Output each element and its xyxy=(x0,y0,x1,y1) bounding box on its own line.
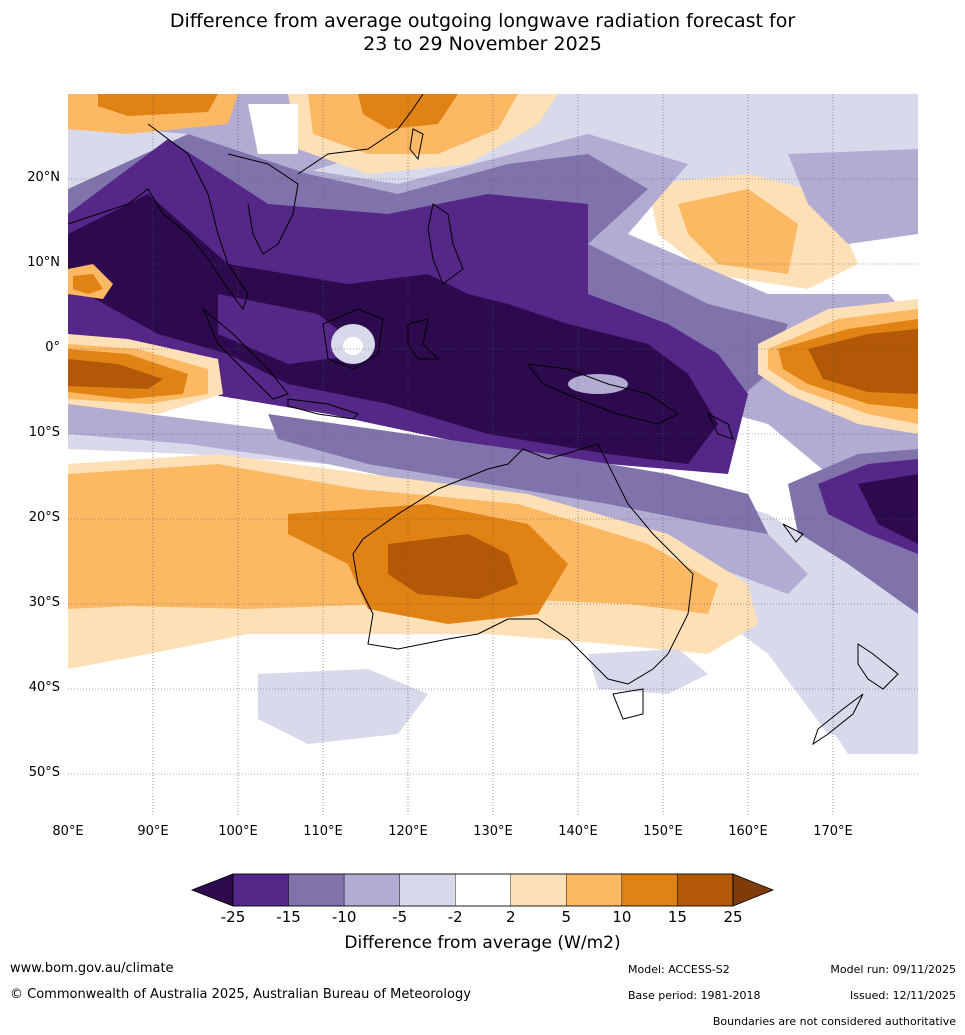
australia-coastline xyxy=(352,443,694,685)
colorbar-swatch xyxy=(288,873,345,907)
model-run-text: Model run: 09/11/2025 xyxy=(830,963,956,976)
colorbar-swatch xyxy=(232,873,289,907)
issued-text: Issued: 12/11/2025 xyxy=(849,989,956,1002)
lon-label-120e: 120°E xyxy=(388,824,428,839)
coastlines xyxy=(68,94,899,746)
colorbar-title: Difference from average (W/m2) xyxy=(344,933,621,953)
lon-label-80e: 80°E xyxy=(52,824,84,839)
lon-label-150e: 150°E xyxy=(643,824,683,839)
base-period-text: Base period: 1981-2018 xyxy=(628,989,761,1002)
model-text: Model: ACCESS-S2 xyxy=(628,963,730,976)
colorbar-swatch xyxy=(510,873,567,907)
lat-label-10n: 10°N xyxy=(27,255,60,270)
colorbar-tick-label: 2 xyxy=(505,908,516,926)
colorbar-tick-label: -2 xyxy=(447,908,463,926)
colorbar-tick-label: -15 xyxy=(276,908,301,926)
colorbar-swatch xyxy=(399,873,456,907)
colorbar-tick-label: 10 xyxy=(612,908,632,926)
map-panel xyxy=(68,94,918,816)
lon-label-100e: 100°E xyxy=(218,824,258,839)
olr-anomaly-map xyxy=(68,94,918,816)
colorbar-tick-label: 25 xyxy=(723,908,743,926)
lon-label-140e: 140°E xyxy=(558,824,598,839)
colorbar-swatch xyxy=(677,873,734,907)
colorbar-tick-label: 15 xyxy=(667,908,687,926)
colorbar-extend-low xyxy=(190,873,234,907)
colorbar-swatches xyxy=(190,873,775,907)
title-line-2: 23 to 29 November 2025 xyxy=(363,33,602,55)
lon-label-110e: 110°E xyxy=(303,824,343,839)
lon-label-90e: 90°E xyxy=(137,824,169,839)
lon-label-170e: 170°E xyxy=(813,824,853,839)
colorbar-tick-label: -10 xyxy=(331,908,357,926)
lon-label-130e: 130°E xyxy=(473,824,513,839)
colorbar-tick-label: -5 xyxy=(392,908,408,926)
lat-label-0: 0° xyxy=(45,340,60,355)
colorbar-swatch xyxy=(621,873,678,907)
lat-label-20s: 20°S xyxy=(28,510,60,525)
lat-label-20n: 20°N xyxy=(27,170,60,185)
copyright-text: © Commonwealth of Australia 2025, Austra… xyxy=(10,987,471,1002)
lat-label-10s: 10°S xyxy=(28,425,60,440)
lat-label-40s: 40°S xyxy=(28,680,60,695)
website-text: www.bom.gov.au/climate xyxy=(10,961,174,976)
colorbar-swatch xyxy=(455,873,511,907)
colorbar-swatch xyxy=(566,873,623,907)
lon-label-160e: 160°E xyxy=(728,824,768,839)
disclaimer-text: Boundaries are not considered authoritat… xyxy=(712,1015,956,1028)
colorbar-swatch xyxy=(343,873,400,907)
title-line-1: Difference from average outgoing longwav… xyxy=(169,10,796,32)
lat-label-30s: 30°S xyxy=(28,595,60,610)
colorbar xyxy=(190,873,775,907)
colorbar-tick-label: 5 xyxy=(561,908,572,926)
map-gridlines xyxy=(68,94,918,816)
colorbar-tick-label: -25 xyxy=(220,908,246,926)
lat-label-50s: 50°S xyxy=(28,765,60,780)
map-title: Difference from average outgoing longwav… xyxy=(0,10,965,56)
colorbar-extend-high xyxy=(732,873,775,907)
